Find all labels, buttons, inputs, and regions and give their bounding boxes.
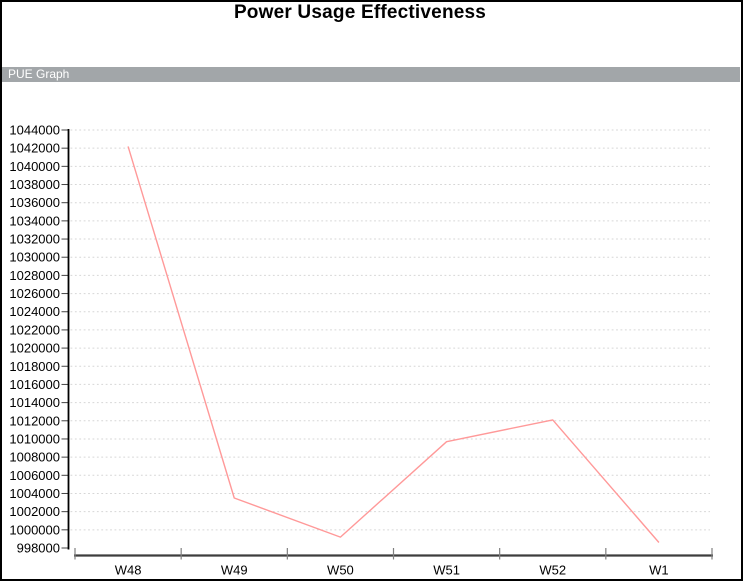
y-axis-tick-label: 1004000 [9,486,60,501]
y-axis-tick-label: 1026000 [9,286,60,301]
x-axis-tick-label: W49 [221,563,248,578]
x-axis-tick-label: W52 [539,563,566,578]
y-axis-tick-label: 1018000 [9,359,60,374]
y-axis-tick-label: 1044000 [9,123,60,138]
y-axis-tick-label: 1028000 [9,268,60,283]
section-header-bar: PUE Graph [2,67,740,82]
y-axis-tick-label: 1030000 [9,250,60,265]
y-axis-tick-label: 1036000 [9,195,60,210]
y-axis-tick-label: 1034000 [9,213,60,228]
x-axis-tick-label: W51 [433,563,460,578]
section-header-label: PUE Graph [8,67,70,81]
y-axis-tick-label: 1012000 [9,413,60,428]
y-axis-tick-label: 1016000 [9,377,60,392]
page-title: Power Usage Effectiveness [233,2,487,23]
x-axis-tick-label: W50 [327,563,354,578]
y-axis-tick-label: 1008000 [9,450,60,465]
x-axis-tick-label: W48 [115,563,142,578]
y-axis-tick-label: 1038000 [9,177,60,192]
y-axis-tick-label: 1020000 [9,341,60,356]
y-axis-tick-label: 998000 [17,541,60,556]
y-axis-tick-label: 1022000 [9,322,60,337]
y-axis-tick-label: 1042000 [9,141,60,156]
y-axis-tick-label: 1000000 [9,522,60,537]
y-axis-tick-label: 1010000 [9,431,60,446]
pue-series-line [127,146,660,543]
y-axis-tick-label: 1032000 [9,232,60,247]
y-axis-tick-label: 1002000 [9,504,60,519]
y-axis-tick-label: 1014000 [9,395,60,410]
x-axis-tick-label: W1 [649,563,669,578]
y-axis-tick-label: 1006000 [9,468,60,483]
y-axis-tick-label: 1040000 [9,159,60,174]
y-axis-tick-label: 1024000 [9,304,60,319]
